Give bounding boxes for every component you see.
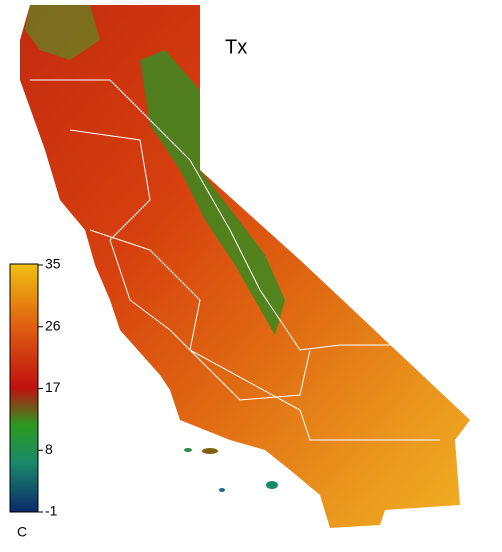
colorbar-ticks: 35 26 17 8 -1 <box>38 256 61 519</box>
island <box>219 488 225 492</box>
island <box>184 448 192 452</box>
county-lines <box>69 129 311 401</box>
tick-label: 8 <box>45 441 53 457</box>
sierra-nevada <box>140 50 285 335</box>
colorbar-unit: C <box>17 524 27 540</box>
tick-label: 35 <box>45 256 61 272</box>
north-coast <box>25 5 100 60</box>
tick-label: -1 <box>45 503 58 519</box>
colorbar <box>9 263 39 513</box>
tick-label: 26 <box>45 317 61 333</box>
island <box>202 448 218 454</box>
map-title: Tx <box>225 36 247 58</box>
island <box>266 481 278 489</box>
california-map <box>20 5 470 528</box>
county-lines <box>30 79 430 351</box>
tick-label: 17 <box>45 379 61 395</box>
